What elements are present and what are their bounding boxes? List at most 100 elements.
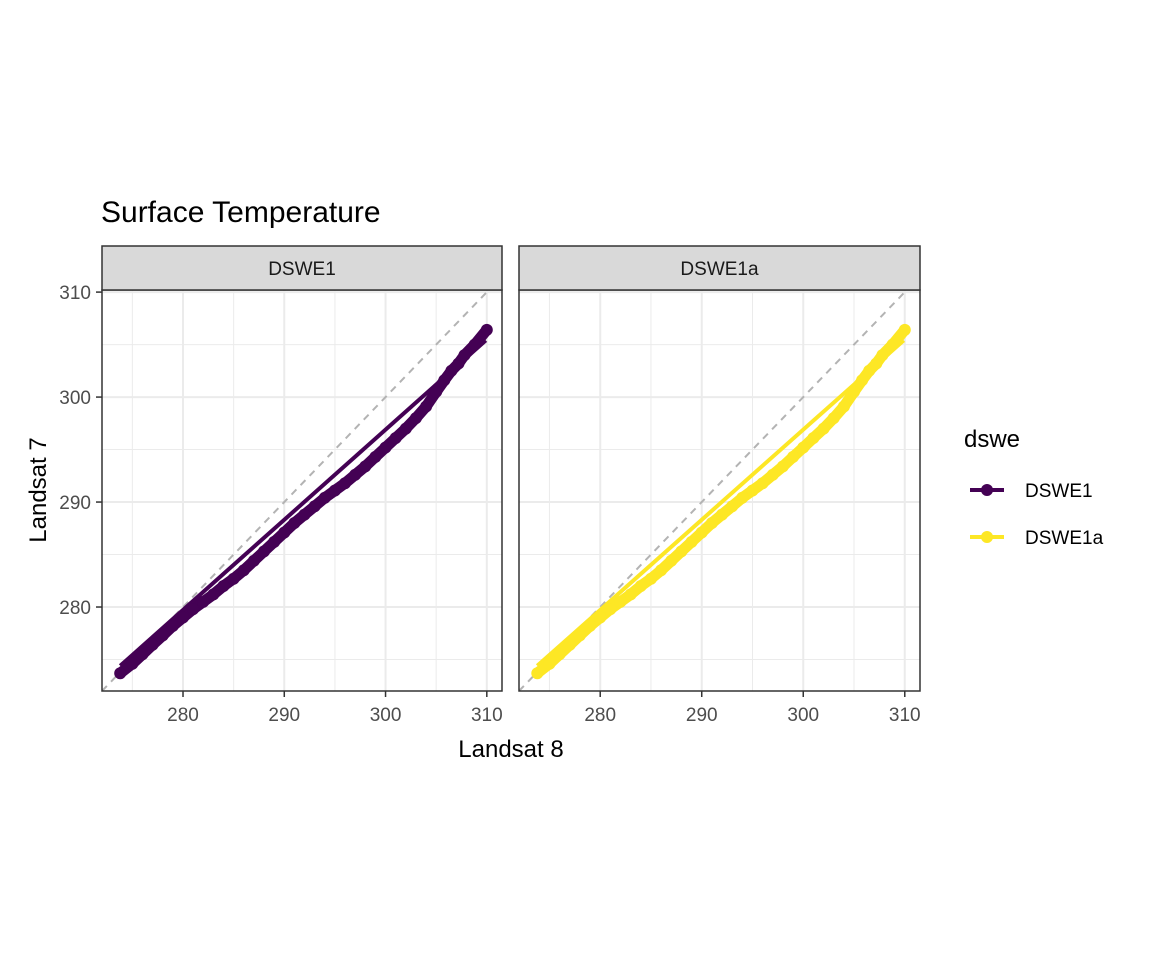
data-point: [736, 491, 749, 504]
legend: dswe DSWE1 DSWE1a: [964, 426, 1104, 549]
data-point: [227, 572, 240, 585]
data-point: [624, 588, 637, 601]
data-point: [237, 564, 250, 577]
data-point: [288, 517, 301, 529]
data-point: [797, 441, 810, 454]
data-point: [848, 385, 860, 398]
data-point: [634, 580, 647, 592]
data-point: [339, 477, 351, 490]
x-tick-label: 290: [268, 705, 300, 726]
y-tick-label: 300: [59, 388, 91, 409]
data-point: [787, 450, 800, 463]
x-axis-title: Landsat 8: [458, 736, 563, 763]
data-point: [114, 667, 127, 680]
data-point: [756, 477, 769, 490]
data-point: [766, 468, 779, 481]
data-point: [594, 611, 607, 624]
legend-label: DSWE1a: [1025, 528, 1104, 549]
data-point: [458, 349, 471, 362]
data-point: [705, 517, 718, 529]
data-point: [531, 667, 544, 680]
data-point: [665, 554, 678, 567]
data-point: [573, 629, 586, 642]
data-point: [480, 323, 493, 336]
legend-title: dswe: [964, 426, 1020, 453]
fit-line: [535, 338, 906, 668]
data-point: [308, 500, 321, 513]
data-point: [187, 603, 200, 616]
data-point: [146, 638, 159, 651]
data-point: [726, 500, 739, 513]
data-point: [207, 588, 220, 601]
data-point: [268, 535, 281, 548]
data-point: [876, 349, 889, 362]
data-point: [349, 468, 362, 481]
data-point: [614, 595, 627, 608]
data-point: [197, 595, 210, 608]
data-point: [452, 357, 465, 370]
data-point: [655, 564, 668, 577]
data-point: [695, 526, 708, 539]
data-layer: [519, 290, 911, 691]
fit-line: [118, 338, 488, 668]
x-tick-label: 300: [370, 705, 402, 726]
data-point: [126, 657, 139, 670]
legend-entry-dswe1: DSWE1: [970, 481, 1093, 502]
chart-title: Surface Temperature: [101, 196, 381, 229]
data-point: [468, 338, 481, 351]
facet-panels: DSWE1 280 290 300 310 280 290 300 310 DSWE1a 280 29…: [59, 245, 921, 726]
data-point: [807, 432, 820, 444]
facet-strip: [518, 245, 921, 291]
data-layer: [102, 290, 493, 691]
data-point: [318, 491, 331, 504]
data-point: [438, 374, 451, 387]
data-point: [553, 648, 566, 661]
data-point: [217, 580, 230, 592]
x-tick-label: 290: [686, 705, 718, 726]
data-point: [837, 400, 850, 413]
legend-key-point: [981, 484, 993, 496]
facet-panel-dswe1a: DSWE1a 280 290 300 310: [518, 245, 921, 726]
x-tick-label: 300: [787, 705, 819, 726]
facet-strip-label: DSWE1: [268, 259, 336, 280]
data-point: [856, 374, 869, 387]
data-point: [247, 554, 260, 567]
data-point: [258, 545, 270, 558]
facet-strip: [101, 245, 503, 291]
data-point: [746, 484, 759, 497]
y-tick-label: 290: [59, 493, 91, 514]
data-point: [817, 422, 830, 435]
data-point: [776, 460, 789, 473]
data-point: [430, 385, 443, 398]
data-point: [136, 648, 149, 661]
data-point: [298, 508, 311, 521]
legend-entry-dswe1a: DSWE1a: [970, 528, 1104, 549]
data-point: [409, 412, 422, 425]
data-point: [675, 545, 688, 558]
legend-key-point: [981, 531, 993, 543]
data-point: [584, 619, 597, 632]
data-point: [156, 629, 169, 642]
data-point: [399, 422, 412, 435]
x-tick-label: 280: [167, 705, 199, 726]
data-point: [177, 611, 189, 624]
data-point: [420, 400, 433, 413]
y-tick-label: 280: [59, 598, 91, 619]
x-tick-label: 310: [889, 705, 921, 726]
facet-panel-dswe1: DSWE1 280 290 300 310 280 290 300 310: [59, 245, 503, 726]
data-point: [870, 357, 883, 370]
data-point: [716, 508, 728, 521]
data-point: [543, 657, 556, 670]
data-point: [563, 638, 576, 651]
data-point: [604, 603, 617, 616]
data-point: [645, 572, 657, 585]
data-point: [278, 526, 291, 539]
legend-label: DSWE1: [1025, 481, 1093, 502]
data-point: [328, 484, 341, 497]
data-point: [898, 323, 911, 336]
data-point: [379, 441, 392, 454]
y-axis-title: Landsat 7: [25, 437, 52, 542]
data-point: [359, 460, 372, 473]
data-point: [166, 619, 179, 632]
